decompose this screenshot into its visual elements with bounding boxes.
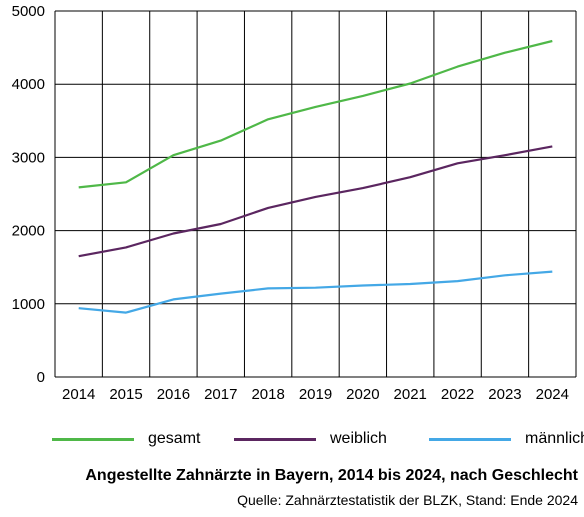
legend-swatch-gesamt	[52, 437, 134, 441]
x-tick-label: 2015	[109, 386, 142, 403]
x-tick-label: 2016	[157, 386, 190, 403]
y-axis-ticks: 0 1000 2000 3000 4000 5000	[12, 3, 45, 386]
legend-swatch-weiblich	[234, 437, 316, 441]
x-axis-ticks: 2014 2015 2016 2017 2018 2019 2020 2021 2022 2023…	[62, 386, 569, 403]
legend-label-gesamt: gesamt	[148, 430, 201, 447]
y-tick-label: 4000	[12, 76, 45, 93]
y-tick-label: 2000	[12, 223, 45, 240]
series-lines	[78, 39, 553, 314]
x-tick-label: 2014	[62, 386, 95, 403]
legend-label-weiblich: weiblich	[330, 430, 387, 447]
legend-item-weiblich: weiblich	[234, 424, 387, 454]
legend-item-gesamt: gesamt	[52, 424, 200, 454]
x-tick-label: 2021	[394, 386, 427, 403]
y-tick-label: 1000	[12, 296, 45, 313]
legend-item-maennlich: männlich	[429, 424, 584, 454]
series-line-weiblich	[78, 145, 553, 258]
y-tick-label: 5000	[12, 3, 45, 20]
x-tick-label: 2022	[441, 386, 474, 403]
x-tick-label: 2020	[346, 386, 379, 403]
x-tick-label: 2019	[299, 386, 332, 403]
legend-swatch-maennlich	[429, 437, 511, 441]
series-line-männlich	[78, 270, 553, 314]
x-tick-label: 2024	[536, 386, 569, 403]
x-tick-label: 2017	[204, 386, 237, 403]
chart-title: Angestellte Zahnärzte in Bayern, 2014 bi…	[85, 467, 578, 484]
grid	[54, 10, 577, 378]
legend-label-maennlich: männlich	[525, 430, 584, 447]
x-tick-label: 2023	[488, 386, 521, 403]
y-tick-label: 0	[37, 369, 45, 386]
series-line-gesamt	[78, 39, 553, 189]
x-tick-label: 2018	[251, 386, 284, 403]
y-tick-label: 3000	[12, 149, 45, 166]
chart-source: Quelle: Zahnärztestatistik der BLZK, Sta…	[237, 492, 578, 508]
legend: gesamt weiblich männlich	[0, 424, 584, 454]
